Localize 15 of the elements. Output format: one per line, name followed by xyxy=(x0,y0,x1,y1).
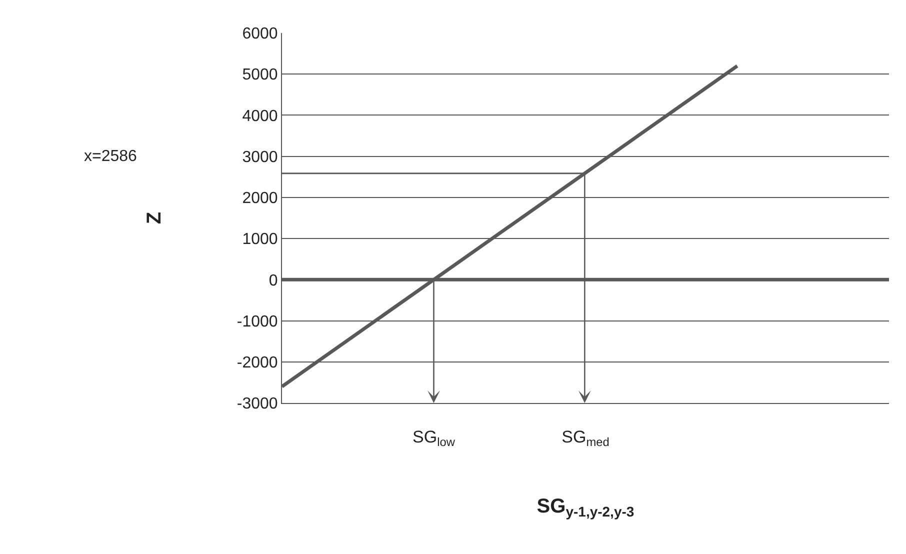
y-axis-title: Z xyxy=(143,212,166,224)
y-tick-label: -3000 xyxy=(236,396,278,413)
y-tick-label: 6000 xyxy=(242,26,278,43)
y-tick-label: -2000 xyxy=(236,354,278,372)
y-tick-label: -1000 xyxy=(236,313,278,330)
y-tick-label: 3000 xyxy=(242,148,278,166)
x-tick-label: SG$_{med}$ xyxy=(562,427,610,449)
y-tick-label: 1000 xyxy=(242,231,278,248)
y-tick-label: 5000 xyxy=(242,66,278,84)
y-tick-label: 2000 xyxy=(242,190,278,208)
x-tick-label: SG$_{low}$ xyxy=(412,427,456,449)
y-tick-label: 0 xyxy=(268,272,278,290)
x-axis-title: SG$_{y-1,y-2,y-3}$ xyxy=(536,495,634,520)
text: x=2586 xyxy=(84,148,138,165)
y-tick-label: 4000 xyxy=(242,108,278,125)
